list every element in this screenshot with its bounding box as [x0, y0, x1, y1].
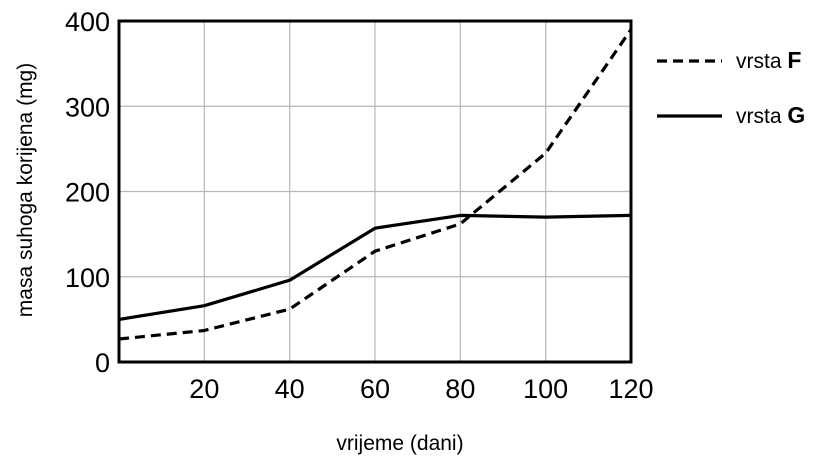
x-tick-label: 100 [523, 374, 568, 404]
plot-frame [117, 19, 633, 364]
x-tick-label: 60 [360, 374, 390, 404]
y-tick-label: 400 [65, 7, 110, 37]
series-line-f [118, 28, 633, 341]
legend-label-g: vrsta G [736, 102, 805, 128]
x-tick-label: 120 [608, 374, 653, 404]
x-tick-label: 20 [189, 374, 219, 404]
y-axis-title: masa suhoga korijena (mg) [14, 63, 37, 317]
legend-letter-f: F [787, 47, 801, 73]
y-tick-label: 200 [65, 178, 110, 208]
series-layer [118, 28, 633, 341]
x-tick-label: 40 [275, 374, 305, 404]
y-tick-label: 300 [65, 92, 110, 122]
x-tick-labels: 20 40 60 80 100 120 [189, 374, 653, 404]
legend-letter-g: G [787, 102, 805, 128]
y-tick-label: 100 [65, 263, 110, 293]
x-axis-title: vrijeme (dani) [336, 432, 463, 455]
y-tick-labels: 0 100 200 300 400 [65, 7, 110, 378]
series-line-g [118, 213, 632, 321]
grid [119, 20, 632, 363]
legend: vrsta F vrsta G [657, 47, 805, 128]
legend-label-f: vrsta F [736, 47, 801, 73]
y-tick-label: 0 [95, 348, 110, 378]
x-tick-label: 80 [445, 374, 475, 404]
